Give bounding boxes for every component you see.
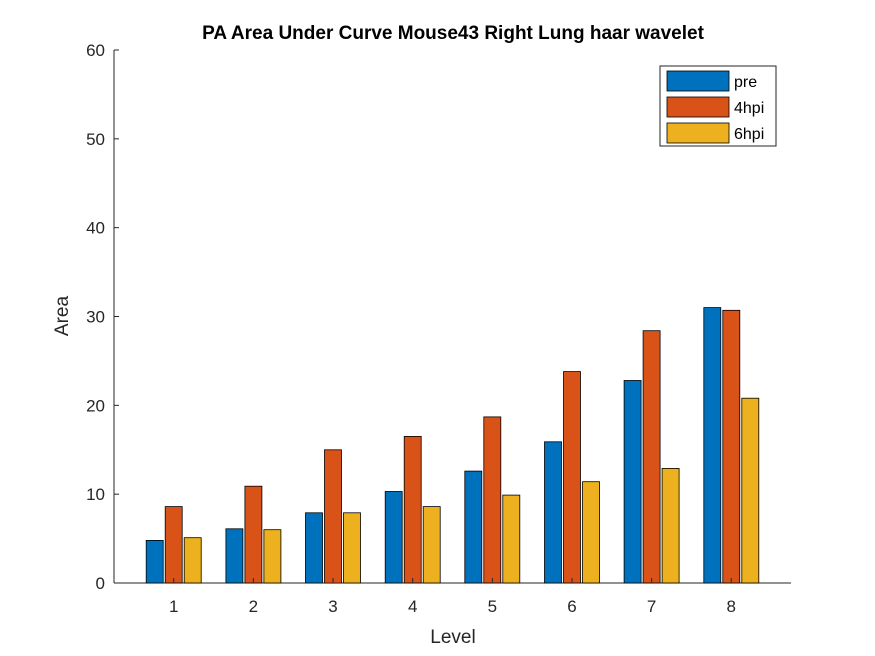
bar-6hpi-level-5 xyxy=(502,494,521,584)
x-tick-label: 2 xyxy=(249,597,258,616)
x-tick-label: 5 xyxy=(488,597,497,616)
bar-4hpi-level-3 xyxy=(324,449,342,584)
bar-6hpi-level-4 xyxy=(422,506,441,584)
bar-pre-level-7 xyxy=(623,380,642,584)
y-tick-label: 10 xyxy=(86,485,105,504)
x-axis: 1 2 3 4 5 6 7 8 xyxy=(169,578,736,616)
x-tick-label: 7 xyxy=(647,597,656,616)
legend-swatch-4hpi xyxy=(666,96,730,118)
bar-6hpi-level-8 xyxy=(741,397,760,584)
y-tick-label: 50 xyxy=(86,130,105,149)
bar-pre-level-5 xyxy=(464,470,483,584)
y-tick-label: 60 xyxy=(86,41,105,60)
x-axis-label: Level xyxy=(430,627,475,648)
bar-pre-level-1 xyxy=(145,540,164,584)
bar-6hpi-level-7 xyxy=(661,467,680,584)
bar-pre-level-3 xyxy=(305,512,323,584)
y-tick-label: 20 xyxy=(86,396,105,415)
bar-4hpi-level-5 xyxy=(483,416,502,584)
y-tick-label: 40 xyxy=(86,219,105,238)
bar-pre-level-8 xyxy=(703,307,722,584)
x-tick-label: 4 xyxy=(408,597,417,616)
x-tick-label: 8 xyxy=(727,597,736,616)
bar-4hpi-level-1 xyxy=(164,506,183,584)
legend-label-4hpi: 4hpi xyxy=(734,100,764,117)
legend: pre 4hpi 6hpi xyxy=(659,65,777,147)
plot-area xyxy=(113,50,791,584)
bar-4hpi-level-6 xyxy=(563,371,581,584)
bar-4hpi-level-7 xyxy=(642,330,661,584)
legend-swatch-pre xyxy=(666,70,730,92)
bar-4hpi-level-2 xyxy=(244,485,263,584)
legend-label-pre: pre xyxy=(734,74,757,91)
bar-pre-level-2 xyxy=(225,528,244,584)
bar-4hpi-level-4 xyxy=(403,435,422,584)
x-tick-label: 3 xyxy=(328,597,337,616)
y-axis: 0 10 20 30 40 50 60 xyxy=(86,41,119,593)
y-tick-label: 30 xyxy=(86,308,105,327)
legend-swatch-6hpi xyxy=(666,122,730,144)
bar-6hpi-level-2 xyxy=(263,529,282,584)
bar-4hpi-level-8 xyxy=(722,309,741,584)
legend-label-6hpi: 6hpi xyxy=(734,126,764,143)
bar-6hpi-level-3 xyxy=(343,512,361,584)
bar-6hpi-level-6 xyxy=(582,481,600,584)
bar-pre-level-6 xyxy=(544,441,562,584)
bar-pre-level-4 xyxy=(384,491,403,584)
x-tick-label: 1 xyxy=(169,597,178,616)
y-axis-label: Area xyxy=(52,296,73,337)
x-tick-label: 6 xyxy=(567,597,576,616)
chart-title: PA Area Under Curve Mouse43 Right Lung h… xyxy=(202,23,705,44)
y-tick-label: 0 xyxy=(96,574,105,593)
bar-6hpi-level-1 xyxy=(183,537,202,584)
